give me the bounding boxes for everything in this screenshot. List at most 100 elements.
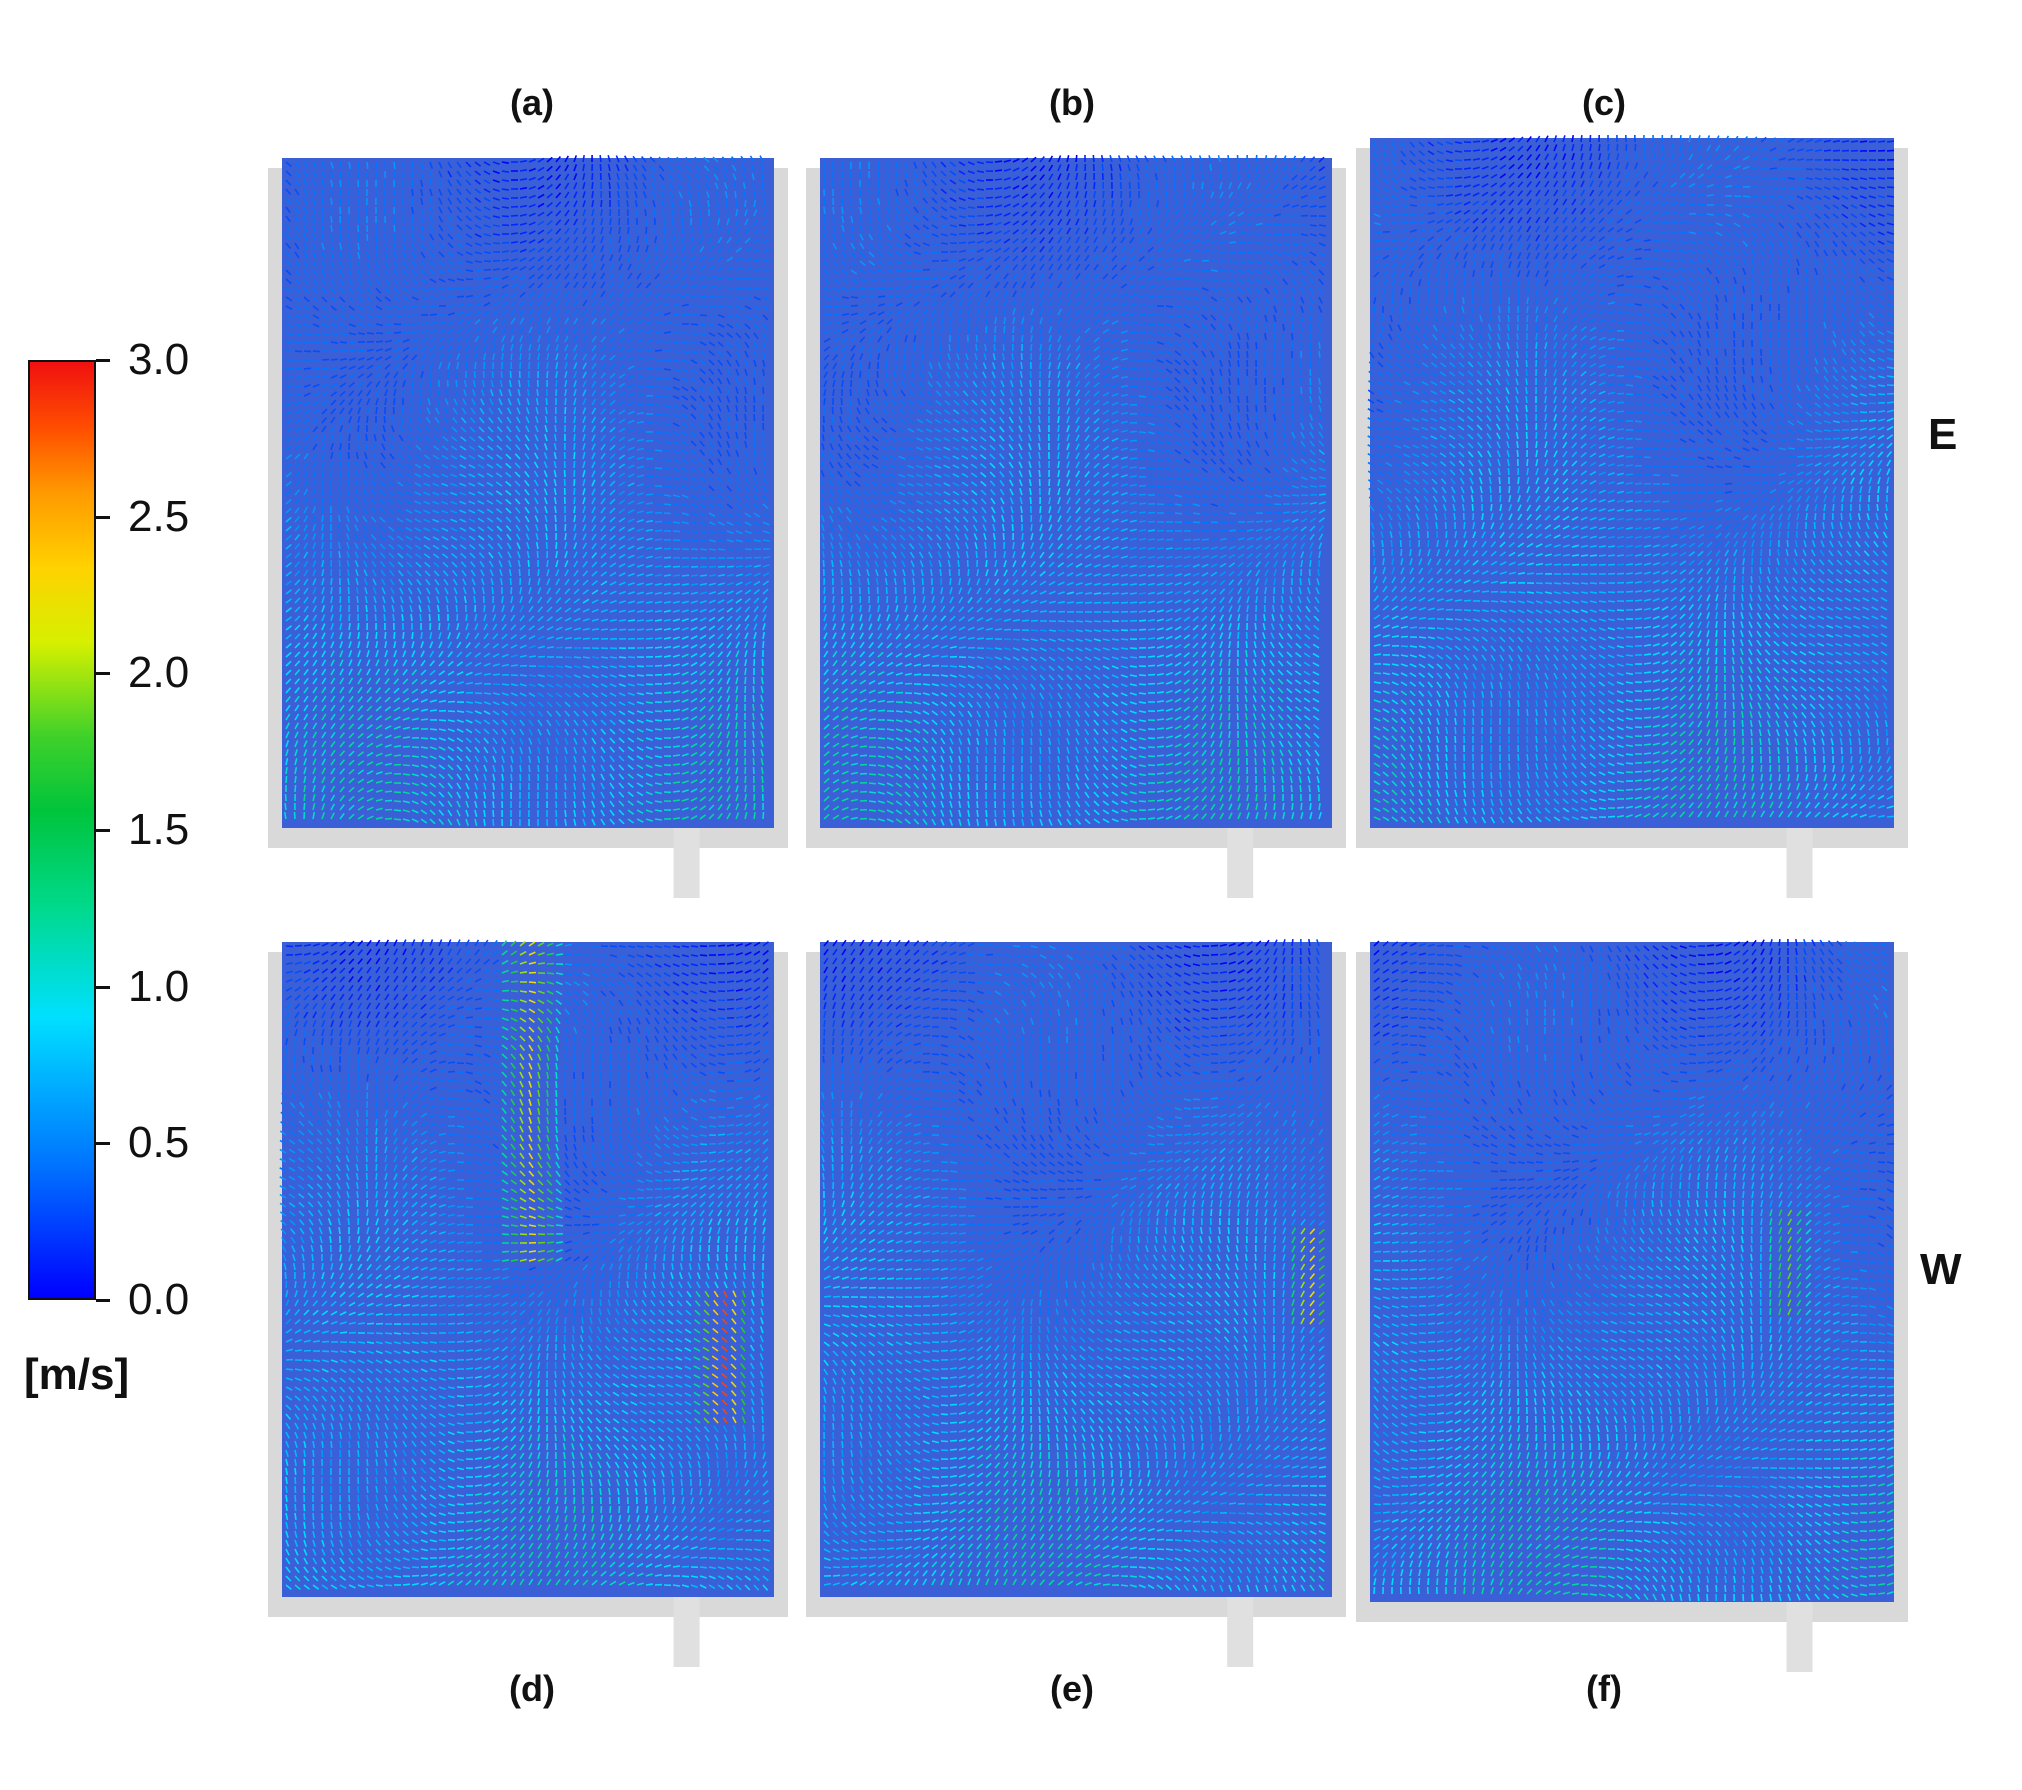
vector-arrows (303, 694, 764, 821)
panel-label-c: (c) (1582, 82, 1626, 123)
colorbar (28, 360, 96, 1300)
vector-arrows (821, 1136, 1327, 1592)
vector-arrows (1373, 939, 1895, 1271)
vector-arrows (510, 940, 555, 1262)
vector-arrows (820, 154, 1327, 507)
colorbar-tick-label: 1.0 (128, 961, 190, 1011)
outlet-pipe (1227, 1597, 1254, 1667)
vector-arrows (1367, 134, 1894, 494)
colorbar-tick (96, 1299, 110, 1302)
colorbar-tick-label: 2.0 (128, 648, 190, 698)
panel-label-e: (e) (1050, 1668, 1094, 1709)
vector-arrows (492, 154, 593, 208)
velocity-vectors (820, 938, 1327, 1592)
flow-panel-c (1356, 128, 1908, 918)
vector-arrows (1373, 387, 1894, 824)
vector-arrows (1778, 1209, 1783, 1316)
vector-arrows (820, 154, 1326, 550)
vector-arrows (537, 941, 710, 1424)
vector-arrows (1796, 1210, 1802, 1316)
vector-arrows (823, 939, 1270, 992)
vector-arrows (1373, 692, 1781, 821)
vector-arrows (1373, 638, 1830, 824)
vector-arrows (283, 1127, 771, 1591)
vector-arrows (279, 939, 769, 1325)
vector-arrows (823, 643, 1321, 826)
colorbar-tick (96, 829, 110, 832)
outlet-pipe (1786, 828, 1813, 898)
vector-arrows (823, 938, 1311, 1037)
vector-arrows (823, 703, 1276, 824)
flow-panel-f (1356, 932, 1908, 1692)
vector-arrows (285, 939, 769, 1028)
vector-arrows (1427, 134, 1895, 245)
vector-arrows (711, 1290, 719, 1424)
vector-arrows (330, 939, 769, 992)
vector-arrows (822, 938, 1320, 1253)
vector-arrows (821, 943, 1324, 1325)
vector-arrows (1426, 1210, 1894, 1601)
vector-arrows (1373, 1137, 1895, 1602)
vector-arrows (1318, 1228, 1325, 1325)
vector-arrows (279, 943, 770, 1555)
vector-arrows (285, 1199, 769, 1591)
vector-arrows (1300, 1227, 1306, 1325)
vector-arrows (823, 1190, 1327, 1592)
vector-arrows (822, 343, 1327, 827)
vector-arrows (1309, 1228, 1316, 1325)
vector-arrows (1369, 134, 1894, 789)
flow-region (282, 942, 774, 1597)
panel-label-b: (b) (1049, 82, 1095, 123)
colorbar-tick-label: 1.5 (128, 805, 190, 854)
velocity-vectors (1367, 134, 1895, 824)
vector-arrows (285, 155, 769, 510)
vector-arrows (1373, 939, 1773, 983)
flow-panel-e (806, 932, 1346, 1687)
vector-arrows (1787, 1209, 1793, 1316)
vector-arrows (285, 406, 766, 827)
colorbar-tick (96, 1142, 110, 1146)
vector-arrows (940, 154, 1326, 253)
vector-arrows (1463, 1209, 1894, 1597)
vector-arrows (285, 155, 771, 551)
vector-arrows (1373, 1191, 1895, 1602)
vector-arrows (721, 1290, 728, 1424)
panel-label-d: (d) (509, 1668, 555, 1709)
vector-arrows (447, 154, 629, 253)
vector-arrows (931, 1416, 1326, 1592)
outlet-pipe (673, 1597, 700, 1667)
colorbar-tick (96, 515, 110, 519)
vector-arrows (740, 1290, 746, 1424)
flow-panel-b (806, 148, 1346, 918)
flow-panel-a (268, 148, 788, 918)
vector-arrows (519, 940, 528, 1262)
panel-label-a: (a) (510, 82, 554, 123)
outlet-pipe (1227, 828, 1254, 898)
panel-label-f: (f) (1586, 1668, 1622, 1709)
row-label-e: E (1928, 410, 1958, 459)
colorbar-tick-label: 0.0 (128, 1275, 190, 1324)
row-label-w: W (1920, 1245, 1962, 1294)
vector-arrows (821, 155, 1327, 782)
vector-arrows (285, 353, 770, 827)
vector-arrows (823, 415, 1322, 827)
outlet-pipe (1786, 1602, 1813, 1672)
colorbar-tick (96, 672, 110, 676)
vector-arrows (492, 940, 701, 1586)
vector-arrows (1373, 945, 1895, 1556)
vector-arrows (1372, 341, 1895, 824)
vector-arrows (285, 939, 769, 1271)
vector-arrows (985, 1470, 1101, 1586)
vector-arrows (1291, 1227, 1297, 1325)
vector-arrows (294, 942, 653, 1591)
velocity-vectors (820, 154, 1327, 827)
colorbar-tick-label: 0.5 (128, 1118, 190, 1168)
colorbar-tick (96, 359, 110, 362)
vector-arrows (985, 154, 1078, 199)
vector-arrows (1367, 134, 1894, 548)
vector-arrows (820, 945, 1325, 1555)
vector-arrows (1373, 940, 1895, 1325)
vector-arrows (283, 641, 765, 826)
colorbar-tick (96, 985, 110, 989)
velocity-vectors (279, 939, 771, 1591)
